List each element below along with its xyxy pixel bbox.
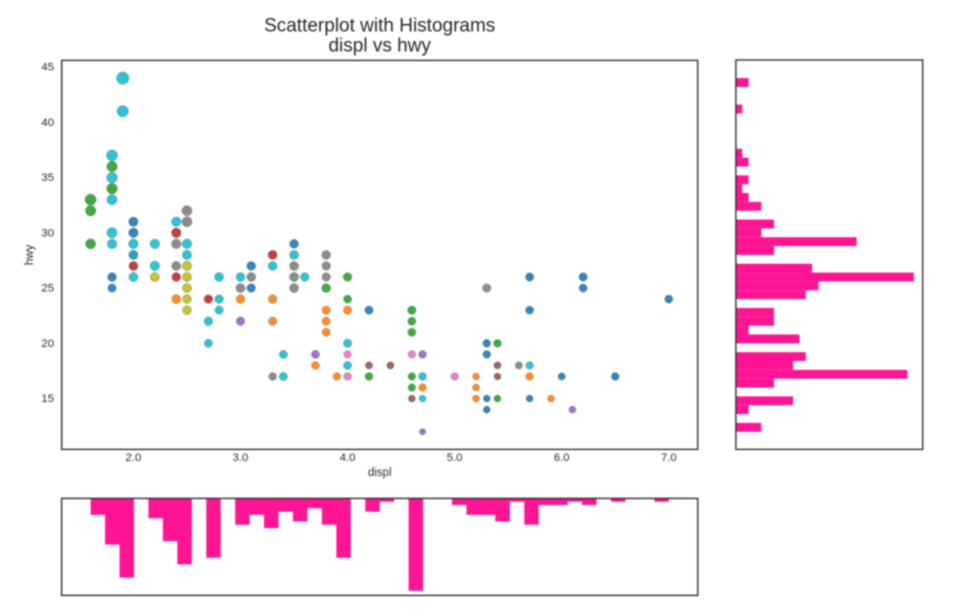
svg-text:hwy: hwy [24, 244, 36, 265]
svg-text:45: 45 [41, 62, 54, 74]
svg-text:5.0: 5.0 [447, 452, 463, 464]
svg-text:displ vs hwy: displ vs hwy [328, 36, 431, 57]
svg-text:3.0: 3.0 [233, 452, 249, 464]
svg-text:2.0: 2.0 [126, 452, 142, 464]
svg-text:6.0: 6.0 [554, 452, 570, 464]
svg-text:4.0: 4.0 [340, 452, 356, 464]
svg-text:30: 30 [41, 227, 54, 239]
svg-text:25: 25 [41, 283, 54, 295]
svg-text:displ: displ [368, 467, 392, 479]
svg-text:15: 15 [41, 393, 54, 405]
svg-text:40: 40 [41, 117, 54, 129]
svg-text:7.0: 7.0 [661, 452, 677, 464]
svg-text:35: 35 [41, 172, 54, 184]
svg-text:20: 20 [41, 338, 54, 350]
svg-text:Scatterplot with Histograms: Scatterplot with Histograms [264, 15, 495, 36]
